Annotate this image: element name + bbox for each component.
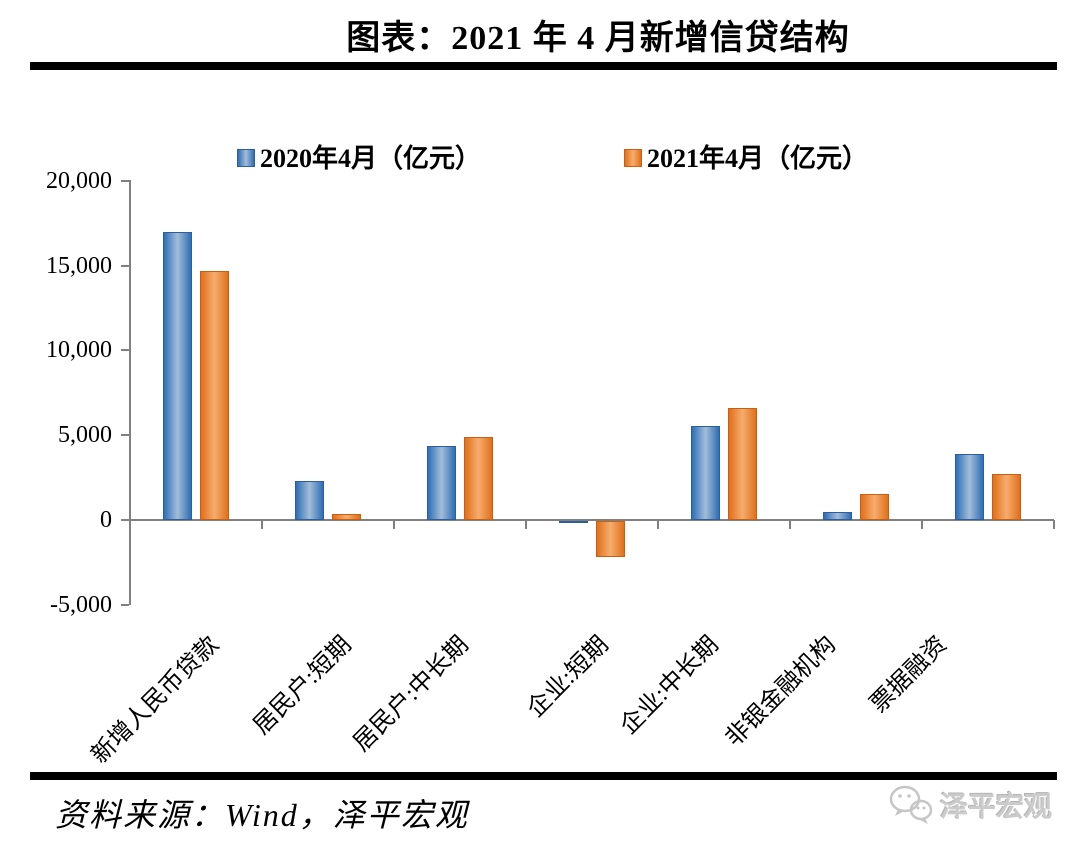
x-axis-line: [130, 519, 1054, 521]
logo-text: 泽平宏观: [940, 792, 1053, 823]
x-axis-label-1: 居民户:短期: [249, 631, 358, 740]
y-axis-tick-label: -5,000: [50, 591, 112, 618]
y-axis-tick-label: 0: [100, 507, 112, 533]
x-axis-tick: [393, 520, 395, 529]
x-axis-tick: [525, 520, 527, 529]
x-axis-tick: [1053, 520, 1055, 529]
bar-series2021-3: [596, 521, 625, 558]
bar-series2020-4: [691, 425, 720, 520]
x-axis-tick: [789, 520, 791, 529]
bar-series2020-3: [559, 521, 588, 523]
y-axis-tick-label: 15,000: [46, 252, 112, 279]
x-axis-label-3: 企业:短期: [523, 631, 615, 723]
zepinghongguan-logo: 泽平宏观: [888, 784, 1052, 826]
bar-series2021-4: [728, 407, 757, 520]
x-axis-label-4: 企业:中长期: [616, 631, 725, 740]
legend-label-2021: 2021年4月（亿元）: [647, 144, 869, 173]
x-axis-tick: [261, 520, 263, 529]
wechat-icon: [889, 785, 933, 824]
legend-item-2021: 2021年4月（亿元）: [624, 138, 868, 175]
x-axis-label-2: 居民户:中长期: [349, 631, 475, 757]
bar-series2021-5: [860, 494, 889, 520]
bar-series2021-6: [992, 474, 1021, 520]
bar-series2020-1: [295, 481, 324, 520]
x-axis-tick: [921, 520, 923, 529]
bar-series2021-1: [332, 513, 361, 520]
y-axis-tick-label: 5,000: [58, 422, 112, 449]
y-axis-line: [129, 180, 131, 605]
bar-series2021-2: [464, 436, 493, 520]
x-axis-label-5: 非银金融机构: [720, 631, 842, 752]
legend-swatch-2021: [624, 148, 642, 167]
y-axis-tick: [121, 349, 129, 352]
legend-item-2020: 2020年4月（亿元）: [237, 138, 481, 175]
y-axis-tick-label: 10,000: [46, 337, 112, 364]
y-axis-tick: [121, 434, 129, 437]
source-note: 资料来源：Wind，泽平宏观: [55, 797, 469, 833]
y-axis-tick: [121, 519, 129, 521]
x-axis-label-0: 新增人民币贷款: [86, 631, 225, 769]
bar-series2020-2: [427, 445, 456, 520]
bar-series2020-5: [823, 512, 852, 520]
y-axis-tick-label: 20,000: [46, 167, 112, 194]
chart-title: 图表：2021 年 4 月新增信贷结构: [346, 20, 850, 57]
y-axis-tick: [121, 264, 129, 267]
bar-series2020-0: [163, 231, 192, 520]
footer-divider-line: [30, 772, 1057, 780]
legend-swatch-2020: [237, 148, 255, 167]
legend-label-2020: 2020年4月（亿元）: [260, 144, 482, 173]
y-axis-tick: [121, 603, 129, 606]
x-axis-label-6: 票据融资: [865, 631, 953, 718]
y-axis-tick: [121, 179, 129, 182]
x-axis-tick: [657, 520, 659, 529]
bar-series2020-6: [955, 453, 984, 520]
title-divider-line: [30, 62, 1057, 70]
bar-series2021-0: [200, 270, 229, 520]
